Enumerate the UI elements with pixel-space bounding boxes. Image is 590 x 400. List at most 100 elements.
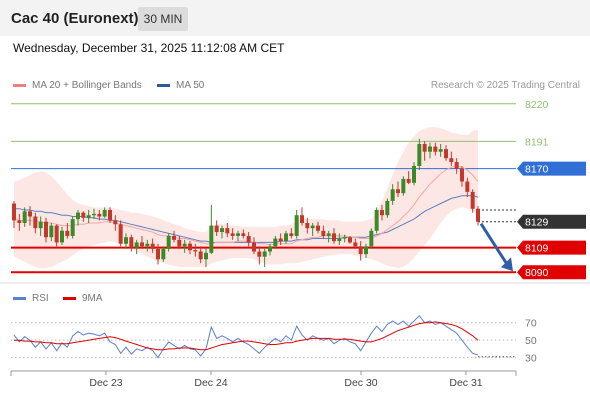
level-tag-8109 — [517, 240, 586, 255]
candle-body — [70, 219, 75, 236]
candle-body — [108, 210, 112, 221]
candle-body — [150, 243, 155, 249]
ma50-swatch — [157, 84, 170, 87]
level-tag-8170 — [517, 161, 586, 176]
candle-body — [470, 191, 475, 209]
legend-item-ma50: MA 50 — [157, 80, 204, 91]
candle-body — [92, 213, 96, 216]
legend-item-ma20-bb: MA 20 + Bollinger Bands — [13, 80, 142, 91]
candle-body — [28, 211, 32, 217]
candle-body — [241, 233, 246, 236]
forecast-arrow-head — [501, 257, 513, 272]
panel-separator — [0, 282, 590, 284]
candle-body — [428, 146, 432, 152]
x-tick-label: Dec 31 — [449, 377, 482, 389]
candle-body — [257, 251, 262, 257]
candle-body — [369, 230, 374, 247]
candle-body — [225, 228, 230, 234]
timeframe-button[interactable]: 30 MIN — [138, 7, 188, 31]
chart-header: Cac 40 (Euronext) 30 MIN — [0, 0, 590, 36]
rsi-swatch — [13, 297, 26, 300]
candle-body — [390, 189, 395, 201]
x-tick-label: Dec 23 — [89, 377, 122, 389]
candle-body — [342, 237, 347, 239]
rsi-tick-label: 30 — [525, 353, 537, 365]
candle-body — [236, 233, 240, 236]
candle-body — [460, 168, 464, 182]
candle-body — [177, 239, 182, 247]
9ma-swatch — [63, 297, 76, 300]
ma20-line — [13, 165, 479, 246]
candle-body — [449, 158, 454, 163]
candle-body — [438, 149, 443, 152]
level-label-8109: 8109 — [525, 243, 549, 255]
level-label-8090: 8090 — [525, 267, 549, 279]
candle-body — [102, 210, 107, 217]
candle-body — [129, 237, 134, 248]
instrument-title: Cac 40 (Euronext) — [11, 10, 139, 27]
candle-body — [310, 225, 315, 229]
candle-body — [76, 212, 80, 220]
legend-item-9ma: 9MA — [63, 293, 103, 304]
candle-body — [17, 220, 22, 223]
timestamp: Wednesday, December 31, 2025 11:12:08 AM… — [13, 41, 285, 55]
candle-body — [412, 165, 416, 183]
candle-body — [268, 246, 272, 252]
candle-body — [134, 242, 139, 248]
candle-body — [246, 235, 251, 243]
forecast-arrow-shaft — [479, 222, 509, 266]
candle-body — [161, 248, 166, 260]
candle-body — [444, 149, 448, 159]
candle-body — [166, 235, 171, 249]
candle-body — [44, 221, 48, 238]
legend-label: RSI — [32, 293, 49, 304]
candle-body — [422, 143, 427, 152]
candle-body — [476, 208, 480, 222]
candle-body — [353, 242, 358, 247]
candle-body — [252, 242, 256, 252]
level-label-8191: 8191 — [525, 136, 549, 148]
level-label-8170: 8170 — [525, 164, 549, 176]
candle-body — [326, 233, 331, 236]
legend-label: 9MA — [82, 293, 103, 304]
candle-body — [417, 143, 422, 166]
candle-body — [278, 238, 283, 242]
candle-body — [86, 215, 91, 218]
candle-body — [97, 213, 102, 217]
level-label-8220: 8220 — [525, 99, 549, 111]
candle-body — [182, 243, 187, 247]
candle-body — [396, 189, 400, 194]
candle-body — [33, 216, 38, 229]
candle-body — [193, 250, 198, 252]
ma50-line — [14, 195, 479, 243]
bollinger-band-fill — [14, 127, 478, 269]
candle-body — [198, 251, 203, 260]
legend-label: MA 50 — [176, 80, 205, 91]
level-label-8129: 8129 — [525, 217, 549, 229]
x-tick-label: Dec 24 — [194, 377, 227, 389]
candle-body — [140, 242, 144, 247]
candle-body — [294, 215, 299, 236]
rsi-tick-label: 50 — [525, 335, 537, 347]
candle-body — [284, 233, 288, 242]
candle-body — [204, 252, 208, 260]
candle-body — [385, 200, 390, 216]
candle-body — [156, 248, 160, 260]
legend-item-rsi: RSI — [13, 293, 49, 304]
candle-body — [273, 238, 278, 247]
candle-body — [60, 230, 64, 243]
candle-body — [262, 251, 267, 257]
candle-body — [113, 220, 118, 225]
rsi-tick-label: 70 — [525, 318, 537, 330]
candle-body — [188, 243, 192, 251]
candle-body — [81, 212, 86, 218]
candle-body — [406, 178, 411, 183]
candle-body — [321, 230, 326, 236]
candle-body — [289, 233, 294, 236]
rsi-series-RSI — [13, 314, 479, 359]
candle-body — [348, 237, 352, 243]
candle-body — [454, 162, 459, 169]
candle-body — [465, 181, 470, 192]
candle-body — [65, 230, 70, 236]
